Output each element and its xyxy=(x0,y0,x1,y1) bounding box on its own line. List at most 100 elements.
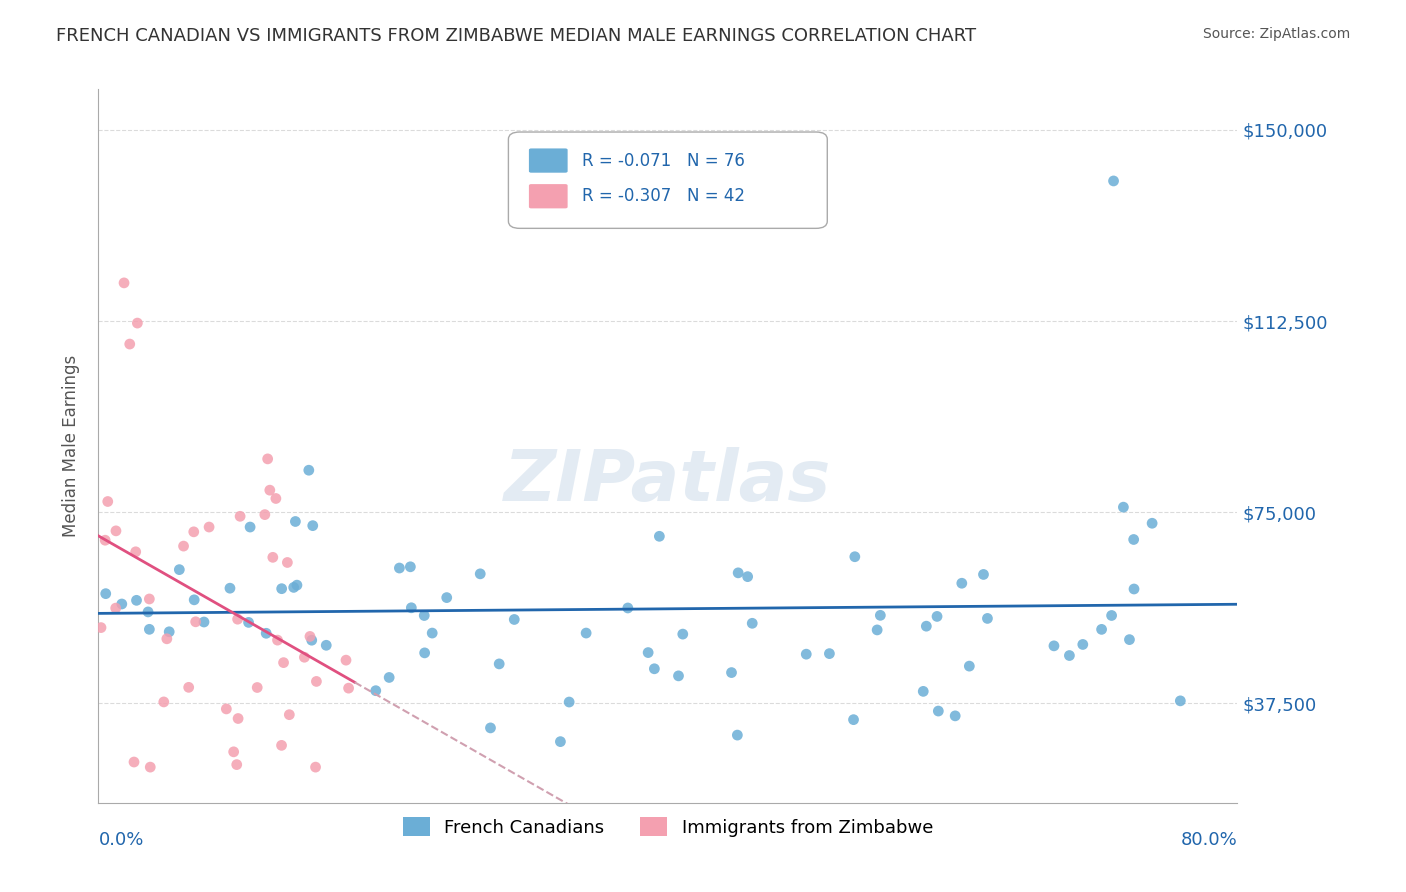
Point xyxy=(558,695,581,709)
Point xyxy=(1122,533,1144,547)
Point xyxy=(672,627,695,641)
Point xyxy=(304,760,326,774)
Point xyxy=(842,713,865,727)
Point xyxy=(104,524,127,538)
Point xyxy=(420,626,443,640)
Point xyxy=(479,721,502,735)
Point xyxy=(866,623,889,637)
Point xyxy=(401,600,423,615)
Point xyxy=(136,605,159,619)
Point xyxy=(152,695,174,709)
Point xyxy=(215,702,238,716)
Point xyxy=(869,608,891,623)
Point xyxy=(1118,632,1140,647)
Point xyxy=(183,592,205,607)
Point xyxy=(294,650,316,665)
Point xyxy=(503,612,526,626)
Point xyxy=(219,581,242,595)
FancyBboxPatch shape xyxy=(529,148,568,173)
Point xyxy=(950,576,973,591)
Point xyxy=(1101,608,1123,623)
Point xyxy=(284,515,307,529)
Point xyxy=(301,633,323,648)
Point xyxy=(266,633,288,648)
Point xyxy=(337,681,360,695)
Point xyxy=(125,593,148,607)
Point xyxy=(193,615,215,629)
Point xyxy=(278,707,301,722)
Point xyxy=(253,508,276,522)
Point xyxy=(976,611,998,625)
Point xyxy=(157,624,180,639)
Point xyxy=(94,533,117,548)
Point xyxy=(298,463,321,477)
Point xyxy=(399,559,422,574)
Text: FRENCH CANADIAN VS IMMIGRANTS FROM ZIMBABWE MEDIAN MALE EARNINGS CORRELATION CHA: FRENCH CANADIAN VS IMMIGRANTS FROM ZIMBA… xyxy=(56,27,976,45)
Point xyxy=(111,597,134,611)
Point xyxy=(668,669,690,683)
Point xyxy=(972,567,994,582)
Point xyxy=(156,632,179,646)
Point xyxy=(184,615,207,629)
Point xyxy=(270,739,292,753)
Point xyxy=(1043,639,1066,653)
Point xyxy=(90,621,112,635)
Point xyxy=(273,656,295,670)
Point xyxy=(256,451,278,466)
Point xyxy=(246,681,269,695)
Point xyxy=(112,276,135,290)
Point xyxy=(104,601,127,615)
Point xyxy=(737,569,759,583)
Point xyxy=(239,520,262,534)
Point xyxy=(725,728,748,742)
Point xyxy=(198,520,221,534)
Point xyxy=(173,539,195,553)
Point xyxy=(378,670,401,684)
Point xyxy=(283,581,305,595)
Point xyxy=(364,683,387,698)
Point xyxy=(488,657,510,671)
Point xyxy=(254,626,277,640)
Point xyxy=(270,582,292,596)
Point xyxy=(222,745,245,759)
Point xyxy=(94,587,117,601)
Point xyxy=(727,566,749,580)
Point xyxy=(741,616,763,631)
Point xyxy=(912,684,935,698)
Point xyxy=(643,662,665,676)
Point xyxy=(637,646,659,660)
Point xyxy=(720,665,742,680)
Point xyxy=(298,629,321,643)
Point xyxy=(1090,623,1112,637)
Point xyxy=(183,524,205,539)
Point xyxy=(262,550,284,565)
Point xyxy=(1102,174,1125,188)
Point xyxy=(285,578,308,592)
Legend: French Canadians, Immigrants from Zimbabwe: French Canadians, Immigrants from Zimbab… xyxy=(395,810,941,844)
Point xyxy=(125,545,148,559)
Point xyxy=(276,556,298,570)
Point xyxy=(1071,637,1094,651)
Point xyxy=(238,615,260,630)
Text: Source: ZipAtlas.com: Source: ZipAtlas.com xyxy=(1202,27,1350,41)
Point xyxy=(1112,500,1135,515)
Point xyxy=(1170,694,1192,708)
Point xyxy=(388,561,411,575)
Y-axis label: Median Male Earnings: Median Male Earnings xyxy=(62,355,80,537)
Point xyxy=(259,483,281,498)
Point xyxy=(844,549,866,564)
Point xyxy=(118,337,141,351)
Point xyxy=(226,712,249,726)
Point xyxy=(575,626,598,640)
Point xyxy=(177,681,200,695)
Point xyxy=(927,704,949,718)
Point xyxy=(925,609,948,624)
Point xyxy=(1123,582,1146,596)
Point xyxy=(785,159,807,173)
Point xyxy=(436,591,458,605)
Text: 80.0%: 80.0% xyxy=(1181,831,1237,849)
Point xyxy=(169,563,191,577)
Point xyxy=(138,591,160,606)
Point xyxy=(335,653,357,667)
Point xyxy=(301,518,323,533)
